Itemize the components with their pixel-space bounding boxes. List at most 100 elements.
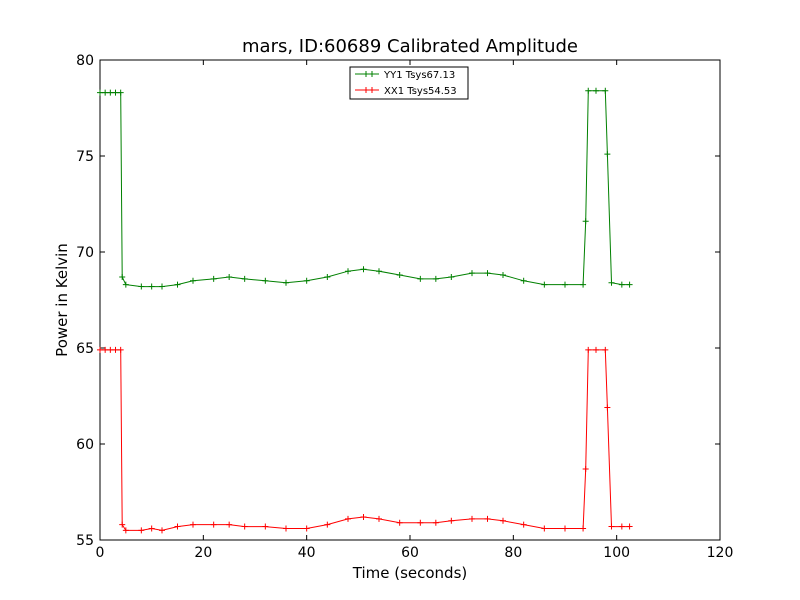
data-point-xx1 (303, 525, 310, 532)
data-point-yy1 (122, 281, 129, 288)
data-point-yy1 (604, 151, 611, 158)
legend-marker-yy1 (363, 71, 375, 77)
series-xx1 (97, 346, 633, 534)
data-point-xx1 (190, 521, 196, 528)
data-point-xx1 (608, 523, 615, 530)
data-point-xx1 (541, 525, 548, 532)
data-point-yy1 (396, 272, 403, 279)
data-point-xx1 (97, 346, 103, 353)
data-point-yy1 (138, 283, 145, 290)
data-point-yy1 (303, 277, 310, 284)
x-tick-label: 0 (96, 545, 105, 561)
y-tick-label: 80 (76, 53, 94, 69)
data-point-xx1 (122, 527, 129, 534)
data-point-xx1 (102, 346, 109, 353)
x-tick-label: 60 (401, 545, 419, 561)
data-point-yy1 (469, 270, 475, 277)
legend-entry-xx1: XX1 Tsys54.53 (355, 86, 457, 97)
x-tick-label: 40 (298, 545, 316, 561)
data-point-yy1 (283, 279, 289, 286)
data-point-xx1 (469, 515, 475, 522)
data-point-yy1 (119, 273, 126, 280)
x-tick-label: 20 (194, 545, 212, 561)
data-point-yy1 (500, 272, 506, 279)
data-point-yy1 (585, 87, 592, 94)
x-tick-label: 120 (707, 545, 734, 561)
data-point-xx1 (119, 521, 126, 528)
data-point-xx1 (226, 521, 233, 528)
data-point-xx1 (580, 525, 587, 532)
series-group (97, 87, 633, 534)
data-point-xx1 (148, 525, 155, 532)
data-point-yy1 (102, 89, 109, 96)
data-point-yy1 (562, 281, 568, 288)
data-point-yy1 (602, 87, 609, 94)
data-point-yy1 (262, 277, 269, 284)
data-point-yy1 (174, 281, 181, 288)
data-point-xx1 (626, 523, 633, 530)
data-point-yy1 (484, 270, 491, 277)
data-point-yy1 (159, 283, 165, 290)
x-tick-label: 100 (603, 545, 630, 561)
data-point-yy1 (618, 281, 625, 288)
data-point-xx1 (500, 517, 506, 524)
data-point-xx1 (159, 527, 165, 534)
data-point-xx1 (448, 517, 455, 524)
y-axis-ticks: 55 60 65 70 75 80 (76, 53, 720, 549)
data-point-yy1 (432, 275, 439, 282)
data-point-yy1 (345, 268, 351, 275)
legend-label-xx1: XX1 Tsys54.53 (384, 86, 457, 97)
data-point-yy1 (190, 277, 196, 284)
y-axis-label: Power in Kelvin (53, 243, 71, 357)
x-tick-label: 80 (504, 545, 522, 561)
legend: YY1 Tsys67.13 XX1 Tsys54.53 (349, 66, 469, 100)
y-tick-label: 65 (76, 341, 94, 357)
data-point-yy1 (626, 281, 633, 288)
x-axis-label: Time (seconds) (352, 564, 468, 582)
data-point-yy1 (226, 273, 233, 280)
data-point-xx1 (602, 346, 609, 353)
data-point-xx1 (174, 523, 181, 530)
data-point-xx1 (283, 525, 289, 532)
data-point-xx1 (582, 465, 589, 472)
x-axis-ticks: 0 20 40 60 80 100 120 (96, 60, 734, 561)
data-point-xx1 (262, 523, 269, 530)
data-point-yy1 (376, 268, 382, 275)
data-point-xx1 (345, 515, 351, 522)
data-point-xx1 (585, 346, 592, 353)
legend-label-yy1: YY1 Tsys67.13 (383, 70, 455, 81)
y-tick-label: 70 (76, 245, 94, 261)
data-point-xx1 (138, 527, 145, 534)
data-point-xx1 (432, 519, 439, 526)
data-point-yy1 (520, 277, 527, 284)
data-point-xx1 (396, 519, 403, 526)
data-point-xx1 (417, 519, 424, 526)
data-point-xx1 (112, 346, 119, 353)
data-point-xx1 (324, 521, 331, 528)
data-point-xx1 (360, 513, 367, 520)
data-point-xx1 (520, 521, 527, 528)
data-point-yy1 (112, 89, 119, 96)
data-point-xx1 (210, 521, 217, 528)
data-point-yy1 (608, 279, 615, 286)
data-point-yy1 (593, 87, 599, 94)
legend-marker-xx1 (363, 87, 375, 93)
chart-title: mars, ID:60689 Calibrated Amplitude (242, 36, 578, 57)
data-point-xx1 (593, 346, 599, 353)
data-point-yy1 (107, 89, 114, 96)
y-tick-label: 75 (76, 149, 94, 165)
plot-area-frame (99, 59, 721, 541)
y-tick-label: 55 (76, 533, 94, 549)
data-point-yy1 (324, 273, 331, 280)
legend-box (349, 66, 469, 100)
y-tick-label: 60 (76, 437, 94, 453)
data-point-yy1 (541, 281, 548, 288)
data-point-yy1 (582, 218, 589, 225)
data-point-yy1 (97, 89, 103, 96)
data-point-xx1 (618, 523, 625, 530)
data-point-yy1 (360, 266, 367, 273)
data-point-xx1 (604, 404, 611, 411)
data-point-xx1 (241, 523, 248, 530)
data-point-yy1 (148, 283, 155, 290)
